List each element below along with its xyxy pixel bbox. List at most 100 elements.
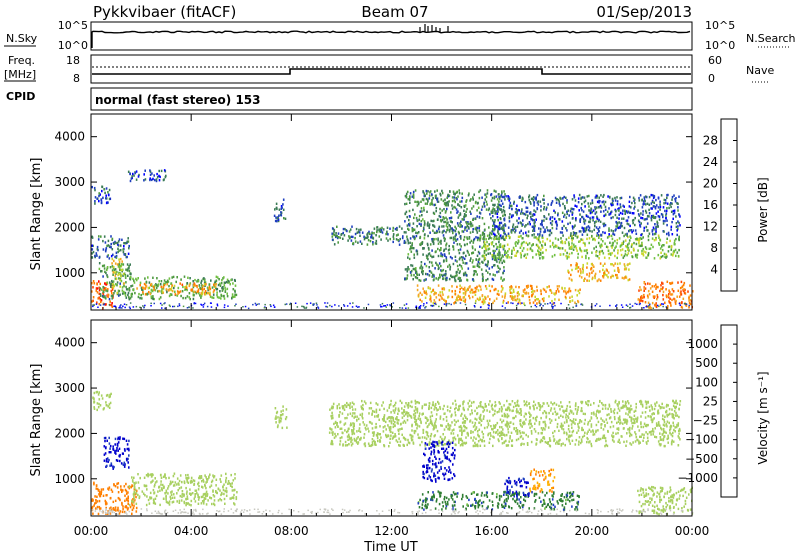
- data-cell: [448, 217, 451, 220]
- data-cell: [433, 278, 435, 281]
- data-cell: [132, 506, 135, 510]
- data-cell: [434, 420, 437, 423]
- data-cell: [425, 264, 428, 268]
- data-cell: [436, 218, 439, 221]
- data-cell: [118, 294, 120, 297]
- data-cell: [571, 239, 573, 242]
- data-cell: [98, 302, 101, 306]
- data-cell: [472, 259, 474, 262]
- data-cell: [596, 200, 599, 204]
- data-cell: [144, 277, 146, 280]
- data-cell: [132, 172, 134, 176]
- data-cell: [571, 211, 574, 214]
- data-cell: [573, 245, 575, 249]
- data-cell: [275, 421, 277, 424]
- data-cell: [444, 277, 447, 280]
- data-cell: [509, 213, 511, 216]
- data-cell: [206, 286, 209, 289]
- data-cell: [614, 208, 617, 212]
- data-cell: [638, 301, 641, 304]
- data-cell: [145, 484, 147, 488]
- data-cell: [95, 287, 98, 290]
- data-cell: [651, 207, 653, 210]
- data-cell: [508, 406, 510, 409]
- data-cell: [616, 216, 618, 219]
- data-cell: [111, 257, 114, 261]
- data-cell: [454, 237, 456, 241]
- data-cell: [543, 230, 545, 234]
- data-cell: [373, 433, 375, 436]
- data-cell: [91, 244, 94, 247]
- data-cell: [93, 400, 96, 404]
- data-cell: [653, 285, 656, 288]
- data-cell: [510, 287, 512, 290]
- data-cell: [198, 496, 200, 499]
- data-cell: [135, 495, 137, 499]
- data-cell: [619, 249, 622, 252]
- data-cell: [634, 302, 636, 305]
- data-cell: [423, 237, 426, 240]
- data-cell: [594, 196, 597, 199]
- data-cell: [386, 232, 388, 235]
- data-cell: [169, 480, 172, 483]
- data-cell: [439, 294, 442, 297]
- data-cell: [126, 492, 128, 495]
- nave-label: Nave: [746, 64, 774, 77]
- data-cell: [413, 267, 416, 271]
- data-cell: [477, 433, 479, 436]
- data-cell: [492, 211, 494, 214]
- data-cell: [472, 265, 475, 268]
- data-cell: [499, 267, 501, 271]
- data-cell: [110, 246, 112, 249]
- data-cell: [92, 296, 95, 299]
- data-cell: [608, 213, 610, 216]
- data-cell: [504, 307, 506, 309]
- data-cell: [216, 491, 218, 495]
- data-cell: [111, 248, 114, 251]
- data-cell: [539, 302, 541, 304]
- data-cell: [140, 293, 142, 297]
- data-cell: [574, 234, 577, 237]
- data-cell: [433, 203, 436, 207]
- data-cell: [656, 296, 659, 299]
- data-cell: [558, 290, 560, 293]
- data-cell: [403, 241, 406, 244]
- data-cell: [482, 254, 484, 257]
- nsearch-tick-bottom: 10^0: [705, 39, 735, 52]
- data-cell: [502, 205, 505, 209]
- data-cell: [381, 231, 384, 234]
- data-cell: [427, 243, 429, 247]
- data-cell: [126, 268, 129, 271]
- data-cell: [482, 261, 484, 264]
- data-cell: [657, 206, 660, 209]
- data-cell: [481, 217, 484, 220]
- data-cell: [548, 437, 551, 440]
- data-cell: [177, 286, 180, 290]
- data-cell: [588, 257, 590, 260]
- data-cell: [102, 275, 104, 278]
- data-cell: [196, 492, 198, 495]
- data-cell: [220, 294, 223, 297]
- data-cell: [171, 496, 174, 499]
- data-cell: [231, 482, 233, 485]
- data-cell: [568, 236, 570, 239]
- data-cell: [645, 403, 648, 406]
- data-cell: [577, 266, 580, 269]
- data-cell: [389, 304, 391, 306]
- data-cell: [163, 302, 165, 305]
- data-cell: [444, 201, 446, 205]
- data-cell: [655, 283, 657, 286]
- data-cell: [625, 412, 627, 415]
- data-cell: [656, 222, 659, 225]
- data-cell: [439, 194, 442, 197]
- data-cell: [528, 221, 531, 224]
- data-cell: [197, 288, 200, 291]
- data-cell: [309, 302, 312, 304]
- data-cell: [459, 290, 461, 294]
- data-cell: [450, 275, 453, 279]
- data-cell: [568, 288, 570, 291]
- data-cell: [467, 267, 470, 270]
- data-cell: [173, 284, 176, 288]
- data-cell: [544, 230, 547, 233]
- data-cell: [112, 448, 115, 451]
